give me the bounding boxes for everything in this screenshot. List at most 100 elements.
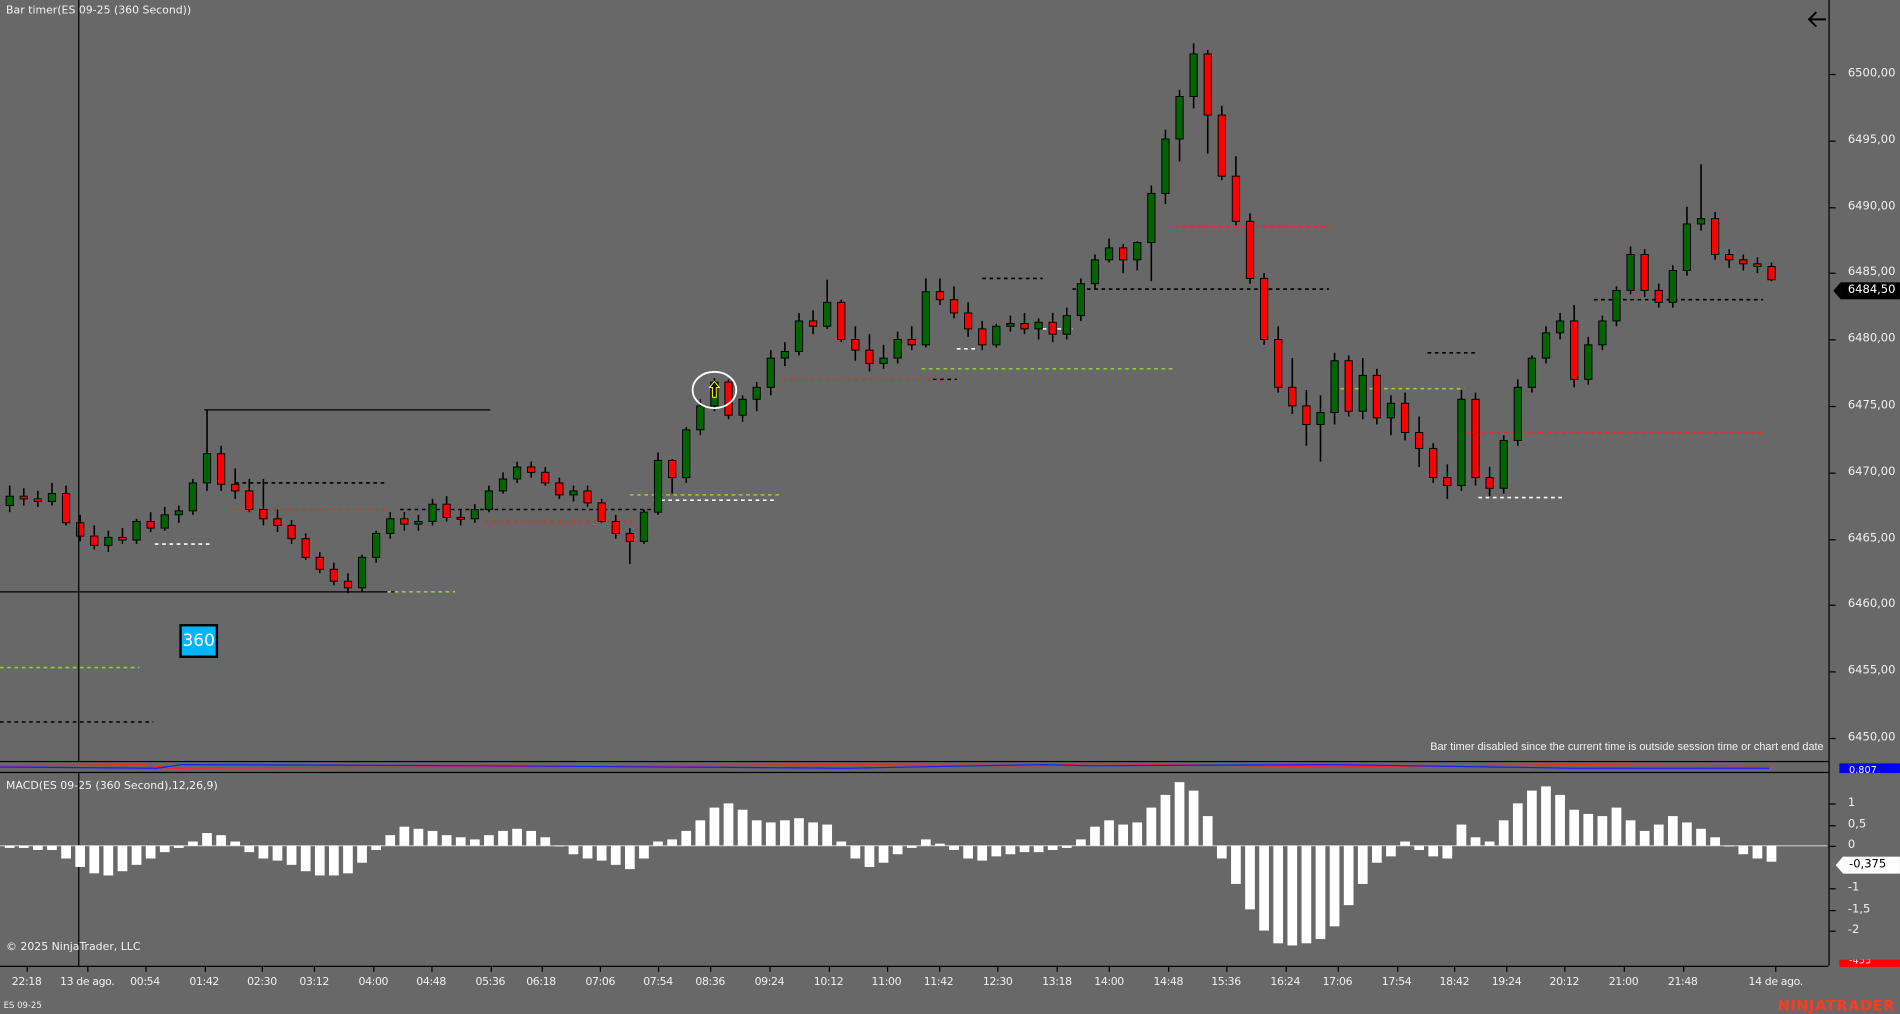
macd-histogram-bar bbox=[188, 841, 198, 846]
macd-tick-label: -1 bbox=[1847, 880, 1860, 895]
macd-histogram-bar bbox=[117, 845, 128, 872]
time-tick bbox=[828, 965, 830, 972]
candle-down bbox=[1231, 175, 1241, 222]
macd-histogram-bar bbox=[780, 820, 790, 846]
macd-histogram-bar bbox=[1005, 845, 1016, 855]
macd-histogram-bar bbox=[329, 845, 339, 876]
macd-histogram-bar bbox=[469, 839, 480, 846]
candle-down bbox=[597, 502, 606, 522]
macd-histogram-bar bbox=[681, 830, 692, 846]
candle-down bbox=[90, 535, 99, 546]
price-tick-label: 6460,00 bbox=[1847, 597, 1896, 612]
candle-down bbox=[851, 339, 860, 351]
time-tick bbox=[1623, 965, 1625, 972]
macd-histogram-bar bbox=[1696, 828, 1706, 846]
price-tick-label: 6475,00 bbox=[1847, 398, 1896, 412]
candle-up bbox=[921, 291, 930, 346]
current-price-label: 6484,50 bbox=[1833, 282, 1900, 300]
macd-histogram-bar bbox=[540, 837, 551, 846]
time-tick-label: 14 de ago. bbox=[1748, 976, 1804, 989]
macd-histogram-bar bbox=[1498, 820, 1509, 846]
candle-up bbox=[879, 357, 888, 364]
macd-histogram-bar bbox=[836, 841, 847, 846]
macd-histogram-bar bbox=[878, 845, 889, 863]
time-tick bbox=[204, 965, 206, 972]
macd-histogram-bar bbox=[286, 845, 297, 865]
macd-histogram-bar bbox=[272, 845, 283, 861]
candle-down bbox=[231, 483, 240, 492]
candle-down bbox=[1344, 360, 1353, 412]
candle-up bbox=[1513, 386, 1522, 441]
time-tick bbox=[541, 965, 543, 972]
candle-down bbox=[1640, 254, 1649, 291]
strip-value-label: 0,807 bbox=[1839, 763, 1900, 774]
macd-histogram-bar bbox=[1047, 845, 1058, 851]
macd-histogram-bar bbox=[385, 835, 396, 846]
panel-divider bbox=[0, 760, 1829, 763]
candle-down bbox=[1739, 259, 1748, 265]
bar-timer-message: Bar timer disabled since the current tim… bbox=[1430, 740, 1824, 753]
macd-histogram-bar bbox=[1738, 845, 1749, 855]
time-tick-label: 13:18 bbox=[1042, 976, 1072, 989]
macd-histogram-bar bbox=[202, 833, 212, 846]
macd-histogram-bar bbox=[1682, 822, 1692, 846]
candle-down bbox=[1400, 402, 1410, 433]
macd-tick bbox=[1829, 909, 1836, 911]
candle-down bbox=[963, 312, 973, 330]
bar-period-badge: 360 bbox=[179, 624, 219, 658]
candle-down bbox=[400, 518, 409, 525]
candle-up bbox=[823, 301, 832, 327]
time-tick bbox=[1506, 965, 1508, 972]
candle-down bbox=[442, 503, 451, 518]
y-axis-line bbox=[1828, 0, 1830, 966]
macd-histogram-bar bbox=[1061, 845, 1072, 848]
time-tick bbox=[144, 965, 147, 972]
time-tick bbox=[938, 965, 940, 972]
candle-up bbox=[47, 493, 57, 503]
candle-down bbox=[1429, 447, 1438, 479]
macd-histogram-bar bbox=[1667, 816, 1678, 846]
macd-histogram-bar bbox=[963, 845, 973, 859]
candle-down bbox=[1203, 53, 1212, 116]
macd-histogram-bar bbox=[1104, 820, 1114, 846]
macd-histogram-bar bbox=[850, 845, 861, 859]
candle-up bbox=[1133, 242, 1142, 261]
signal-circle bbox=[691, 370, 738, 410]
macd-tick-label: 0,5 bbox=[1847, 817, 1867, 831]
macd-panel[interactable] bbox=[0, 773, 1828, 966]
candle-up bbox=[428, 503, 437, 522]
time-tick bbox=[431, 965, 433, 972]
x-axis-line bbox=[0, 965, 1829, 967]
time-tick-label: 05:36 bbox=[475, 976, 506, 989]
candle-up bbox=[696, 405, 705, 431]
arrow-left-icon[interactable] bbox=[1805, 7, 1829, 31]
candle-down bbox=[541, 471, 550, 484]
macd-histogram-bar bbox=[920, 839, 931, 846]
time-tick-label: 18:42 bbox=[1439, 976, 1470, 989]
candle-up bbox=[357, 556, 367, 589]
candle-up bbox=[1330, 360, 1339, 414]
macd-tick bbox=[1829, 803, 1836, 805]
macd-histogram-bar bbox=[1076, 839, 1086, 846]
macd-histogram-bar bbox=[1555, 794, 1565, 846]
candle-up bbox=[1541, 332, 1551, 359]
candle-up bbox=[1696, 218, 1706, 225]
price-tick bbox=[1829, 273, 1836, 275]
candle-up bbox=[1175, 96, 1184, 140]
macd-tick-label: -2 bbox=[1847, 923, 1860, 937]
price-panel[interactable] bbox=[0, 0, 1827, 761]
candle-down bbox=[287, 524, 296, 540]
time-tick-label: 08:36 bbox=[695, 976, 725, 989]
time-tick bbox=[1564, 965, 1566, 972]
candle-up bbox=[1386, 402, 1396, 419]
macd-histogram-bar bbox=[667, 839, 677, 846]
candle-down bbox=[668, 459, 677, 479]
candle-down bbox=[583, 490, 592, 504]
time-tick-label: 14:48 bbox=[1153, 976, 1184, 989]
macd-histogram-bar bbox=[371, 845, 381, 851]
candle-down bbox=[1654, 289, 1663, 303]
macd-histogram-bar bbox=[554, 845, 565, 847]
macd-histogram-bar bbox=[737, 809, 748, 846]
candle-down bbox=[273, 518, 282, 526]
macd-histogram-bar bbox=[1259, 845, 1269, 931]
